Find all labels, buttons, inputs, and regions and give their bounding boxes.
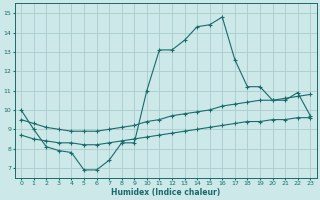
X-axis label: Humidex (Indice chaleur): Humidex (Indice chaleur) <box>111 188 220 197</box>
